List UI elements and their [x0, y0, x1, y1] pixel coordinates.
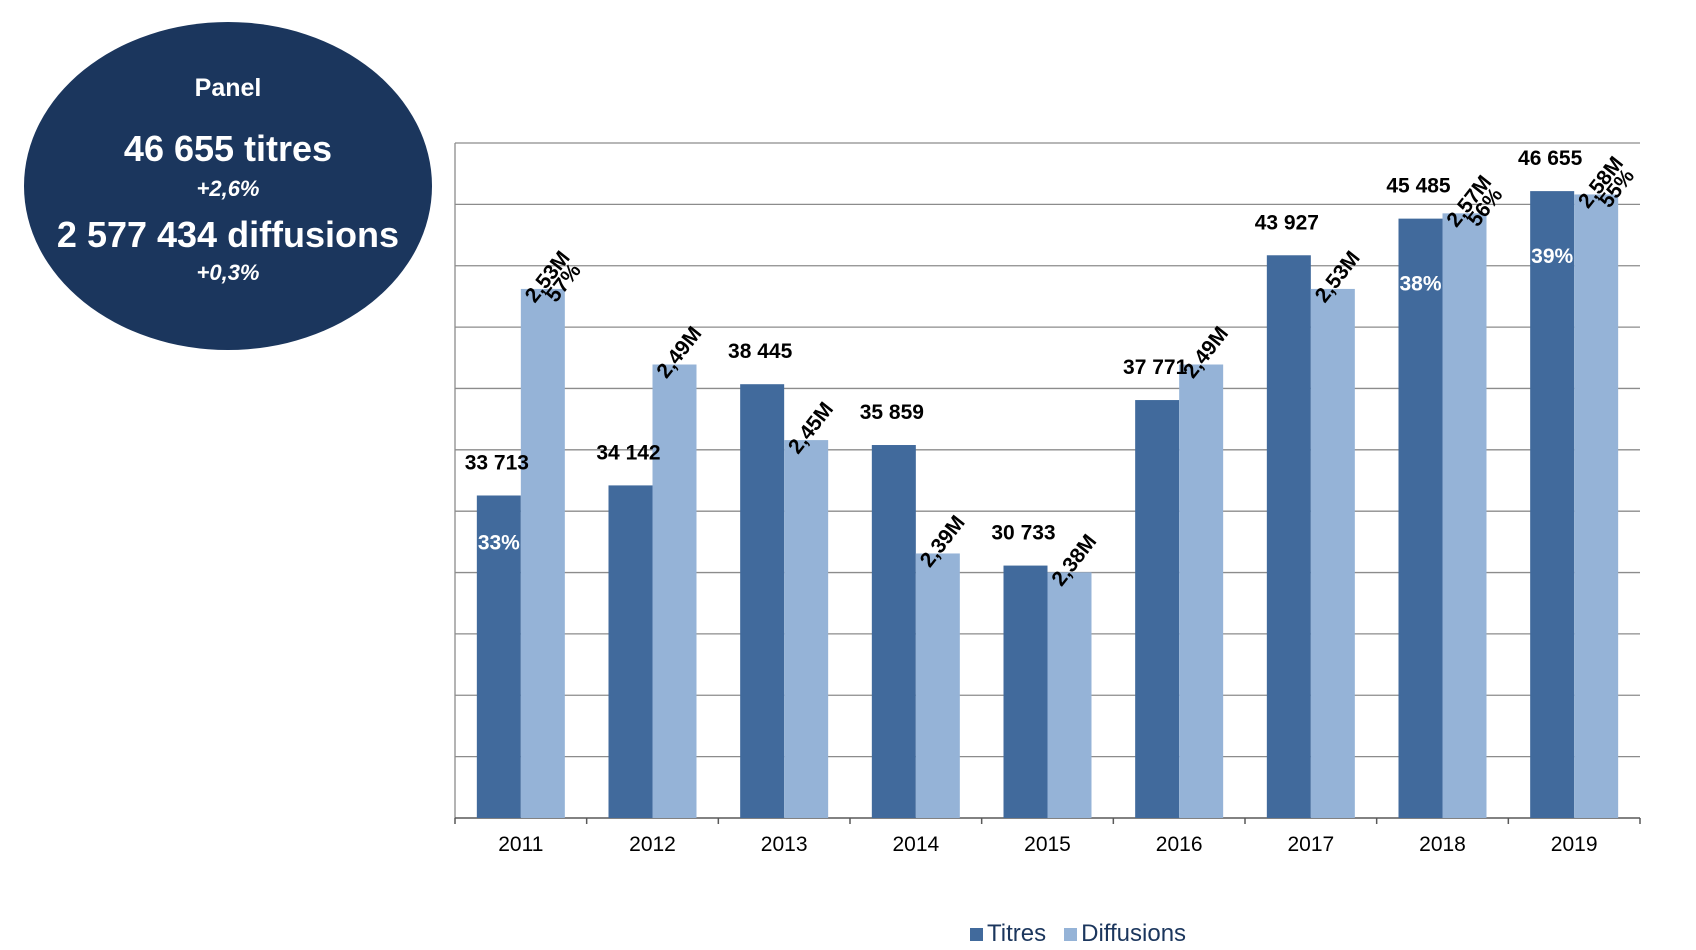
- bar-titres-2015: [1003, 565, 1048, 818]
- bar-diffusions-2011: [520, 288, 565, 818]
- data-label-titres-2011: 33 713: [465, 451, 529, 474]
- panel-diffusions-count: 2 577 434 diffusions: [56, 214, 400, 255]
- bar-diffusions-2017: [1310, 288, 1355, 818]
- bar-diffusions-2016: [1179, 364, 1224, 818]
- bar-diffusions-2014: [915, 553, 960, 818]
- legend-item-titres: Titres: [970, 920, 1046, 948]
- panel-titles-growth: +2,6%: [196, 176, 260, 201]
- x-tick-label-2011: 2011: [498, 833, 543, 856]
- data-label-titres-2015: 30 733: [991, 522, 1055, 545]
- data-label-titres-2012: 34 142: [596, 441, 660, 464]
- share-label-titres-2018: 38%: [1399, 273, 1441, 296]
- legend-label-titres: Titres: [987, 920, 1047, 947]
- bar-diffusions-2013: [784, 440, 829, 818]
- share-label-titres-2011: 33%: [478, 531, 520, 554]
- bar-titres-2012: [608, 485, 653, 818]
- data-label-titres-2018: 45 485: [1386, 175, 1451, 198]
- data-label-titres-2017: 43 927: [1255, 211, 1319, 234]
- x-tick-label-2015: 2015: [1024, 833, 1071, 856]
- bar-diffusions-2018: [1442, 213, 1487, 819]
- panel-diffusions-growth: +0,3%: [196, 260, 260, 285]
- legend-label-diffusions: Diffusions: [1081, 920, 1187, 947]
- bar-titres-2017: [1266, 255, 1311, 818]
- x-tick-label-2016: 2016: [1156, 833, 1203, 856]
- panel-titles-count: 46 655 titres: [123, 128, 333, 169]
- x-tick-label-2014: 2014: [892, 833, 939, 856]
- x-tick-label-2013: 2013: [761, 833, 808, 856]
- bar-diffusions-2012: [652, 364, 697, 818]
- data-label-titres-2014: 35 859: [860, 401, 924, 424]
- legend-swatch-diffusions: [1064, 927, 1078, 941]
- bar-titres-2018: [1398, 218, 1443, 818]
- legend-item-diffusions: Diffusions: [1064, 920, 1186, 948]
- x-tick-label-2018: 2018: [1419, 833, 1466, 856]
- bar-diffusions-2015: [1047, 572, 1092, 818]
- bar-titres-2019: [1530, 191, 1575, 818]
- share-label-titres-2019: 39%: [1531, 245, 1573, 268]
- data-label-titres-2019: 46 655: [1518, 147, 1583, 170]
- data-label-titres-2016: 37 771: [1123, 356, 1188, 379]
- x-tick-label-2017: 2017: [1287, 833, 1334, 856]
- panel-summary: Panel 46 655 titres +2,6% 2 577 434 diff…: [24, 22, 432, 350]
- bar-titres-2016: [1135, 400, 1180, 818]
- bar-titres-2013: [740, 384, 785, 818]
- legend-swatch-titres: [970, 927, 983, 941]
- chart-legend: Titres Diffusions: [970, 920, 1204, 948]
- panel-title: Panel: [194, 74, 262, 102]
- x-tick-label-2012: 2012: [629, 833, 676, 856]
- bar-diffusions-2019: [1574, 194, 1619, 818]
- x-tick-label-2019: 2019: [1551, 833, 1598, 856]
- bar-titres-2014: [871, 445, 916, 818]
- bar-titres-2011: [476, 495, 521, 818]
- data-label-titres-2013: 38 445: [728, 340, 793, 363]
